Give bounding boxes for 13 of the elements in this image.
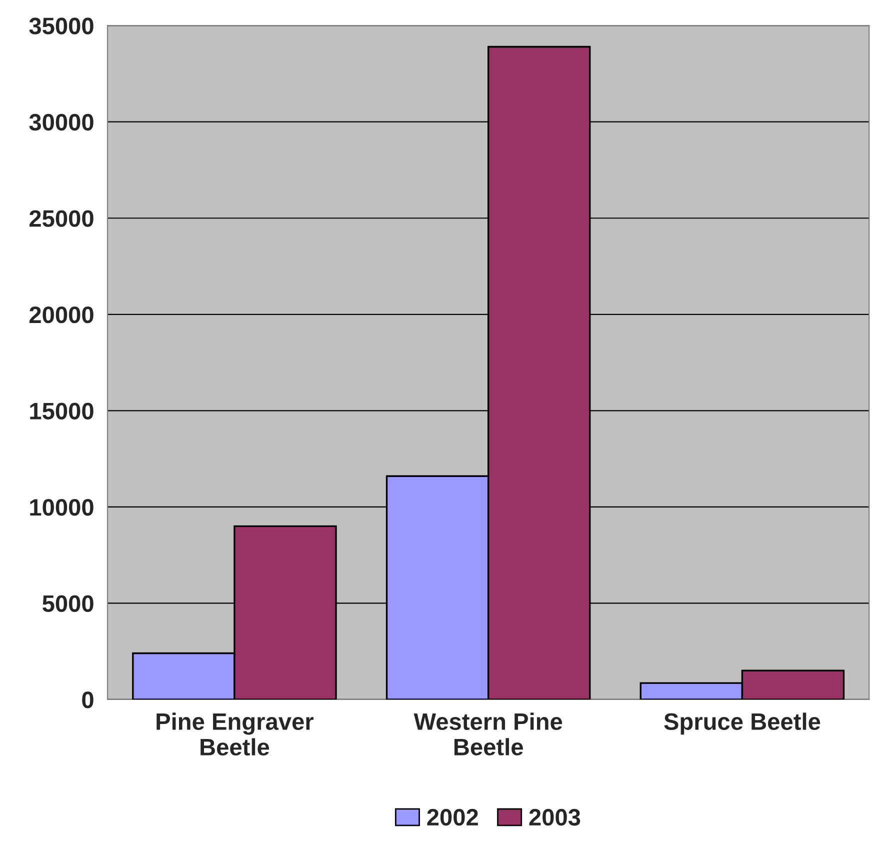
y-tick-label: 0 <box>82 692 94 708</box>
y-tick-label: 30000 <box>29 114 94 131</box>
y-tick-label: 25000 <box>29 210 94 227</box>
x-tick-label: Spruce Beetle <box>664 712 820 735</box>
y-tick-label: 5000 <box>42 595 94 612</box>
legend-label: 2003 <box>529 808 580 826</box>
y-tick-label: 35000 <box>29 18 94 34</box>
y-tick-label: 10000 <box>30 498 94 516</box>
x-tick-label: Pine Engraver Beetle <box>156 712 314 756</box>
x-tick-label: Western Pine Beetle <box>414 712 562 756</box>
y-tick-label: 15000 <box>30 402 94 420</box>
y-tick-label: 20000 <box>29 306 94 324</box>
legend-label: 2002 <box>427 808 478 826</box>
